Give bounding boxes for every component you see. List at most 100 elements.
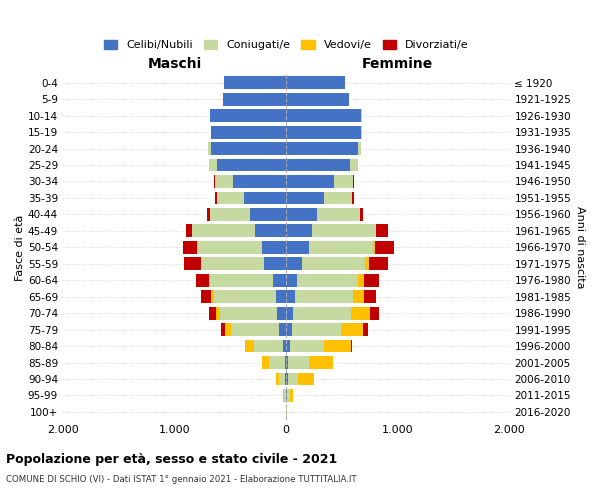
- Bar: [208, 142, 211, 155]
- Bar: [350, 158, 358, 172]
- Bar: [298, 372, 314, 386]
- Bar: [286, 192, 324, 204]
- Bar: [286, 76, 346, 89]
- Bar: [290, 389, 293, 402]
- Bar: [286, 241, 308, 254]
- Bar: [286, 126, 361, 138]
- Bar: [183, 241, 197, 254]
- Bar: [279, 372, 285, 386]
- Bar: [289, 356, 308, 369]
- Bar: [353, 290, 364, 303]
- Bar: [184, 258, 201, 270]
- Bar: [285, 372, 286, 386]
- Bar: [286, 224, 312, 237]
- Bar: [209, 158, 217, 172]
- Bar: [221, 323, 225, 336]
- Bar: [280, 323, 286, 336]
- Bar: [233, 175, 286, 188]
- Bar: [225, 323, 232, 336]
- Bar: [287, 389, 290, 402]
- Y-axis label: Fasce di età: Fasce di età: [15, 214, 25, 280]
- Bar: [334, 175, 353, 188]
- Bar: [210, 109, 286, 122]
- Bar: [224, 76, 286, 89]
- Bar: [215, 192, 217, 204]
- Bar: [262, 356, 269, 369]
- Bar: [341, 323, 363, 336]
- Legend: Celibi/Nubili, Coniugati/e, Vedovi/e, Divorziati/e: Celibi/Nubili, Coniugati/e, Vedovi/e, Di…: [100, 35, 473, 54]
- Bar: [223, 93, 286, 106]
- Bar: [369, 258, 388, 270]
- Bar: [358, 142, 361, 155]
- Bar: [324, 192, 352, 204]
- Bar: [286, 372, 288, 386]
- Bar: [352, 192, 355, 204]
- Bar: [286, 306, 293, 320]
- Bar: [211, 142, 286, 155]
- Bar: [308, 356, 333, 369]
- Bar: [273, 274, 286, 286]
- Bar: [276, 290, 286, 303]
- Text: Popolazione per età, sesso e stato civile - 2021: Popolazione per età, sesso e stato civil…: [6, 452, 337, 466]
- Bar: [286, 158, 350, 172]
- Bar: [232, 323, 280, 336]
- Bar: [290, 340, 324, 352]
- Bar: [211, 290, 214, 303]
- Bar: [373, 241, 375, 254]
- Bar: [295, 290, 353, 303]
- Bar: [351, 340, 352, 352]
- Bar: [292, 323, 341, 336]
- Bar: [364, 274, 379, 286]
- Bar: [317, 208, 360, 221]
- Bar: [286, 175, 334, 188]
- Bar: [254, 340, 283, 352]
- Bar: [214, 290, 276, 303]
- Bar: [209, 306, 216, 320]
- Bar: [244, 192, 286, 204]
- Bar: [376, 224, 388, 237]
- Bar: [211, 126, 286, 138]
- Bar: [216, 306, 220, 320]
- Bar: [298, 274, 358, 286]
- Bar: [214, 175, 215, 188]
- Bar: [215, 175, 233, 188]
- Bar: [312, 224, 376, 237]
- Bar: [286, 323, 292, 336]
- Bar: [370, 306, 379, 320]
- Bar: [293, 306, 351, 320]
- Bar: [255, 224, 286, 237]
- Bar: [286, 356, 289, 369]
- Bar: [324, 340, 351, 352]
- Bar: [264, 258, 286, 270]
- Bar: [353, 175, 355, 188]
- Bar: [202, 258, 264, 270]
- Bar: [262, 241, 286, 254]
- Text: Femmine: Femmine: [362, 57, 433, 71]
- Bar: [210, 274, 273, 286]
- Bar: [286, 290, 295, 303]
- Y-axis label: Anni di nascita: Anni di nascita: [575, 206, 585, 288]
- Bar: [284, 389, 286, 402]
- Bar: [283, 340, 286, 352]
- Bar: [286, 142, 358, 155]
- Bar: [193, 224, 255, 237]
- Bar: [358, 274, 364, 286]
- Text: Maschi: Maschi: [148, 57, 202, 71]
- Bar: [286, 93, 349, 106]
- Bar: [308, 241, 373, 254]
- Bar: [365, 258, 369, 270]
- Bar: [360, 208, 363, 221]
- Bar: [364, 290, 376, 303]
- Bar: [207, 208, 210, 221]
- Bar: [217, 192, 244, 204]
- Bar: [209, 274, 210, 286]
- Bar: [186, 224, 193, 237]
- Bar: [250, 208, 286, 221]
- Bar: [351, 306, 370, 320]
- Bar: [284, 356, 286, 369]
- Bar: [286, 208, 317, 221]
- Bar: [202, 290, 211, 303]
- Bar: [286, 109, 361, 122]
- Bar: [198, 241, 262, 254]
- Bar: [277, 306, 286, 320]
